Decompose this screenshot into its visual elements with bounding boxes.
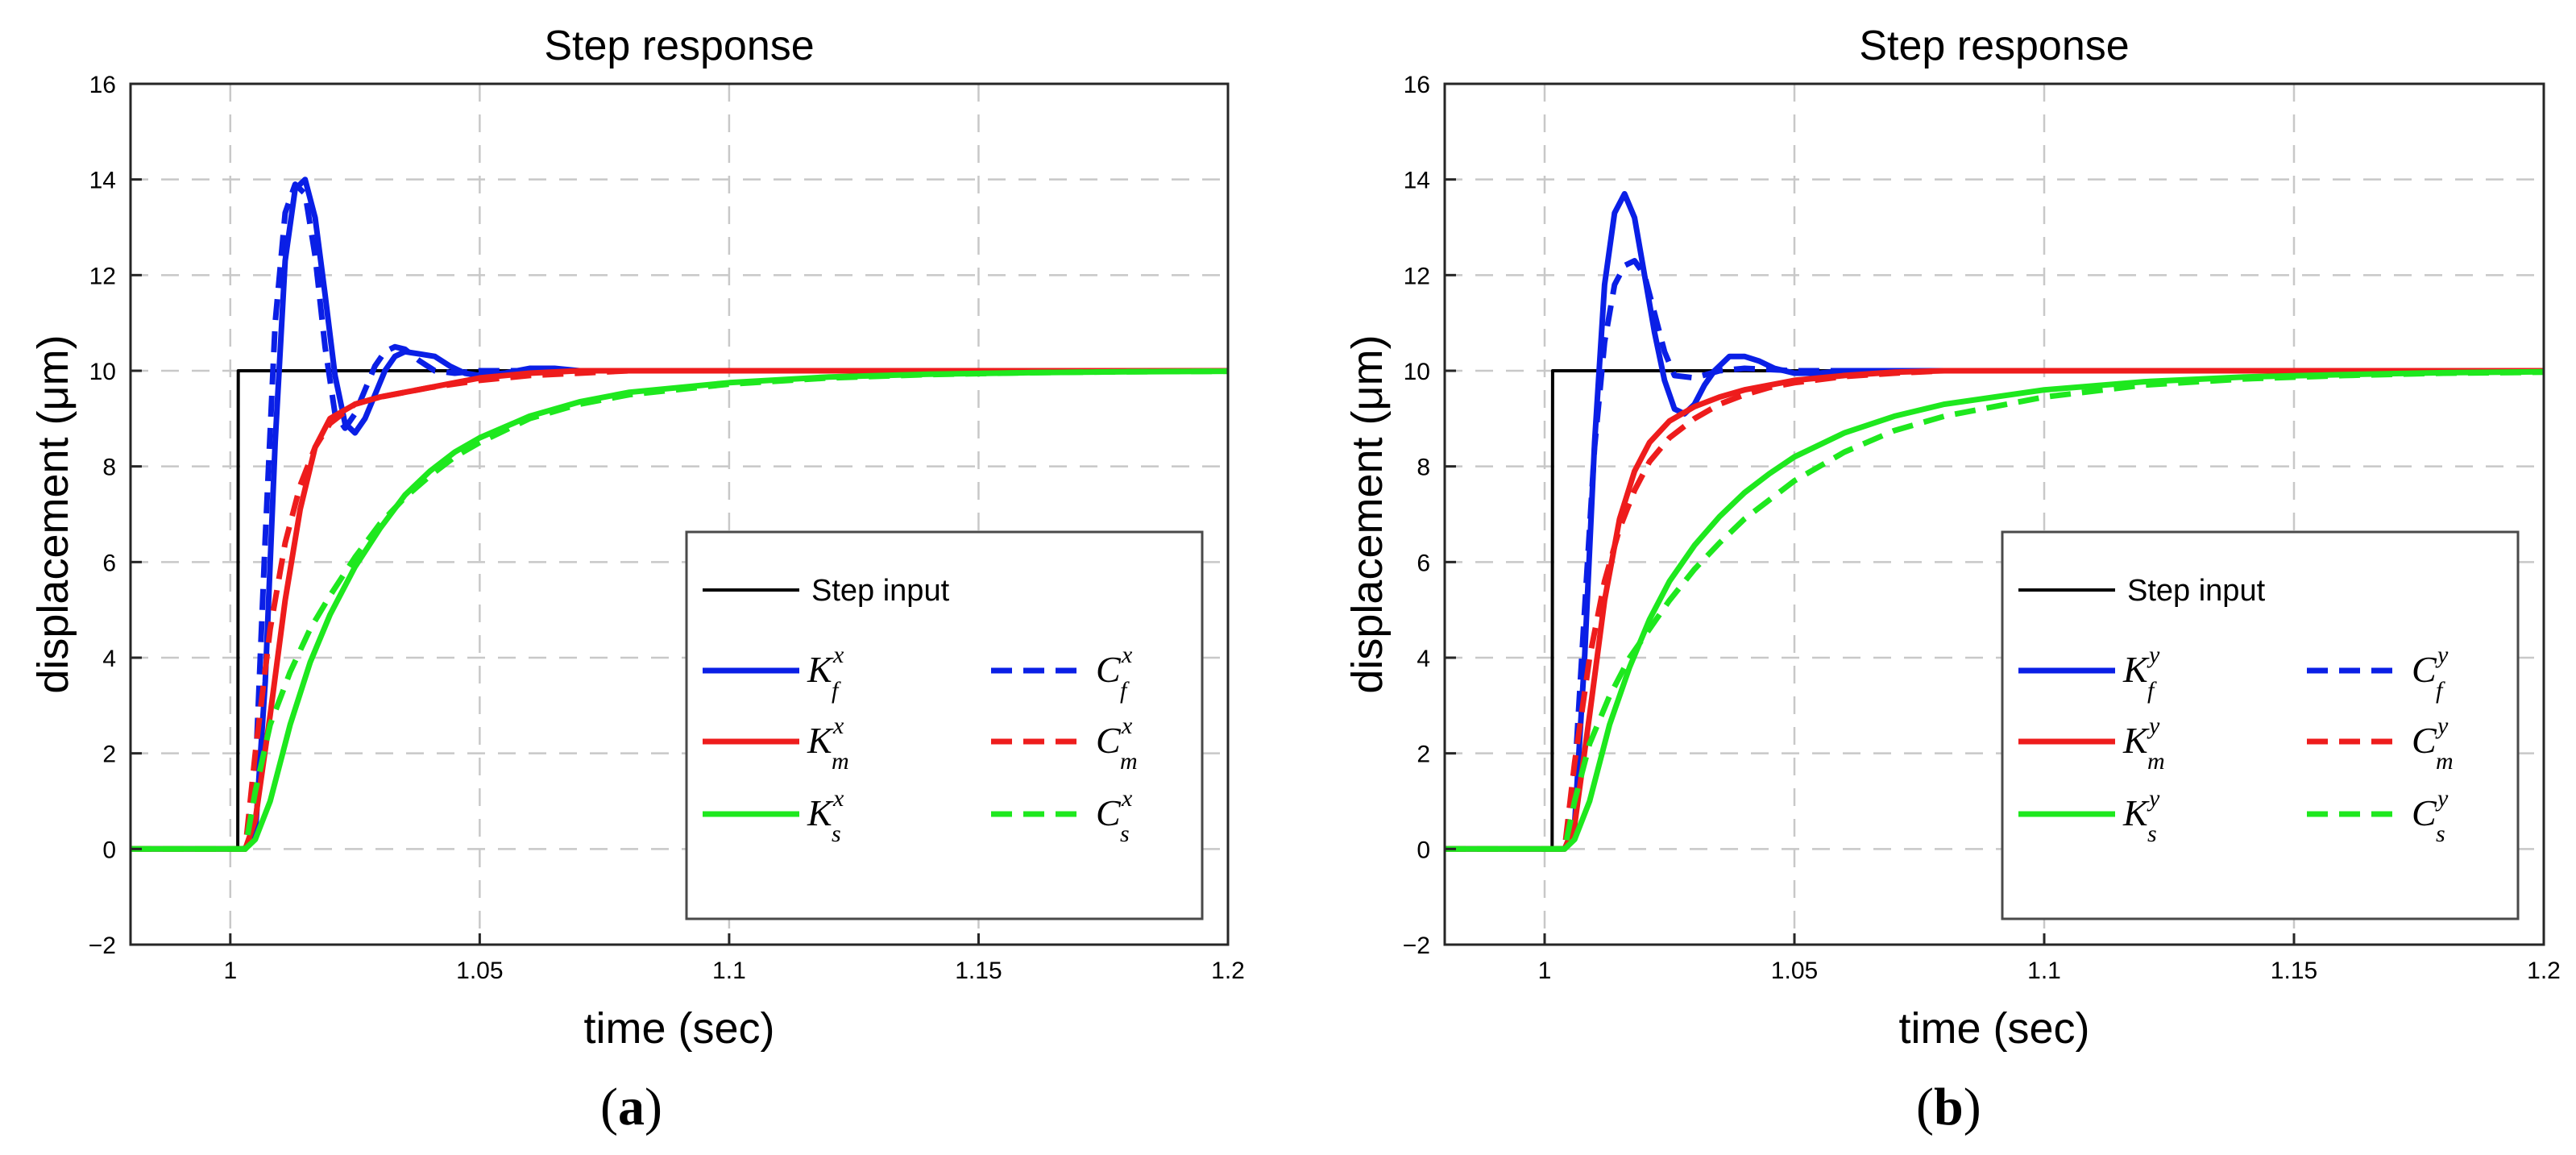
x-tick-label: 1.15 <box>2271 958 2317 984</box>
y-tick-label: 14 <box>1404 168 1430 194</box>
series-line-c-s-y <box>1445 369 2545 852</box>
legend-superscript: x <box>832 785 844 812</box>
panel-caption: (a) <box>600 1078 662 1136</box>
legend-subscript: m <box>2147 748 2165 775</box>
y-axis-label: displacement (μm) <box>29 334 77 693</box>
legend-superscript: x <box>832 642 844 668</box>
y-tick-label: 10 <box>1404 359 1430 385</box>
legend-superscript: y <box>2147 642 2160 668</box>
legend-symbol: C <box>1096 792 1122 833</box>
y-tick-label: 14 <box>89 168 116 194</box>
x-tick-label: 1.2 <box>2527 958 2561 984</box>
legend-superscript: y <box>2147 785 2160 812</box>
axes-frame <box>129 82 1230 946</box>
legend-symbol: K <box>2122 792 2150 833</box>
legend-symbol: C <box>2412 792 2437 833</box>
series-line-c-m-x <box>131 368 1228 852</box>
series-line-k-f-x <box>131 177 1228 852</box>
legend-label-step-input: Step input <box>811 574 950 608</box>
x-tick-label: 1.2 <box>1211 958 1245 984</box>
legend-symbol: K <box>807 792 834 833</box>
axes-frame <box>1443 82 2545 946</box>
x-tick-label: 1.15 <box>955 958 1002 984</box>
x-tick-label: 1.1 <box>2027 958 2061 984</box>
caption-close-paren: ) <box>1964 1078 1981 1136</box>
chart-title: Step response <box>1859 23 2129 69</box>
legend-superscript: x <box>1121 713 1133 739</box>
y-tick-label: 6 <box>102 550 116 576</box>
y-tick-label: 4 <box>102 646 116 672</box>
legend-symbol: K <box>2122 720 2150 761</box>
legend-superscript: x <box>832 713 844 739</box>
y-tick-label: 8 <box>1417 455 1430 481</box>
caption-open-paren: ( <box>1916 1078 1934 1136</box>
legend-superscript: y <box>2435 785 2449 812</box>
series-line-c-m-y <box>1445 368 2544 852</box>
y-tick-label: 2 <box>1417 742 1430 768</box>
caption-close-paren: ) <box>645 1078 662 1136</box>
y-tick-label: 8 <box>102 455 116 481</box>
caption-letter: b <box>1934 1078 1964 1136</box>
legend-box <box>2001 530 2520 920</box>
x-tick-label: 1.05 <box>1771 958 1818 984</box>
legend-subscript: m <box>2436 748 2454 775</box>
legend-symbol: C <box>1096 720 1122 761</box>
x-tick-label: 1.1 <box>712 958 746 984</box>
y-axis-label: displacement (μm) <box>1343 334 1392 693</box>
legend-symbol: K <box>2122 649 2150 690</box>
y-tick-label: 0 <box>102 837 116 863</box>
legend-superscript: y <box>2435 642 2449 668</box>
y-tick-label: 6 <box>1417 550 1430 576</box>
y-tick-label: 16 <box>89 72 116 98</box>
x-axis-label: time (sec) <box>1898 1004 2089 1053</box>
legend-superscript: y <box>2147 713 2160 739</box>
y-tick-label: −2 <box>1403 933 1430 959</box>
legend-subscript: s <box>832 821 841 847</box>
series-line-c-s-x <box>131 368 1229 852</box>
legend-subscript: s <box>2436 821 2445 847</box>
y-tick-label: 2 <box>102 742 116 768</box>
y-tick-label: −2 <box>89 933 116 959</box>
chart-panel-b: 1 1.05 1.1 1.15 1.2 −2 0 2 4 6 8 10 12 14 16 Step respo… <box>1343 23 2561 1136</box>
chart-panel-a: 1 1.05 1.1 1.15 1.2 −2 0 2 4 6 8 10 12 14 16 Step respo… <box>29 23 1245 1136</box>
legend-symbol: K <box>807 649 834 690</box>
legend-subscript: s <box>2147 821 2157 847</box>
y-tick-label: 0 <box>1417 837 1430 863</box>
legend-subscript: m <box>1120 748 1138 775</box>
panel-caption: (b) <box>1916 1078 1981 1136</box>
legend-symbol: C <box>1096 649 1122 690</box>
legend-superscript: y <box>2435 713 2449 739</box>
legend-label-step-input: Step input <box>2127 574 2266 608</box>
x-tick-label: 1.05 <box>456 958 503 984</box>
caption-open-paren: ( <box>600 1078 618 1136</box>
series-line-c-f-y <box>1445 258 2544 852</box>
legend-box <box>685 530 1204 920</box>
x-axis-label: time (sec) <box>583 1004 774 1053</box>
legend-symbol: K <box>807 720 834 761</box>
chart-title: Step response <box>544 23 814 69</box>
y-tick-label: 12 <box>89 263 116 289</box>
legend-subscript: s <box>1120 821 1130 847</box>
y-tick-label: 4 <box>1417 646 1430 672</box>
legend-subscript: m <box>832 748 849 775</box>
legend-superscript: x <box>1121 785 1133 812</box>
series-line-c-f-x <box>131 181 1228 852</box>
y-tick-label: 12 <box>1404 263 1430 289</box>
caption-letter: a <box>618 1078 645 1136</box>
y-tick-label: 16 <box>1404 72 1430 98</box>
legend-symbol: C <box>2412 649 2437 690</box>
x-tick-label: 1 <box>1538 958 1552 984</box>
x-tick-label: 1 <box>223 958 237 984</box>
legend-symbol: C <box>2412 720 2437 761</box>
legend-superscript: x <box>1121 642 1133 668</box>
y-tick-label: 10 <box>89 359 116 385</box>
